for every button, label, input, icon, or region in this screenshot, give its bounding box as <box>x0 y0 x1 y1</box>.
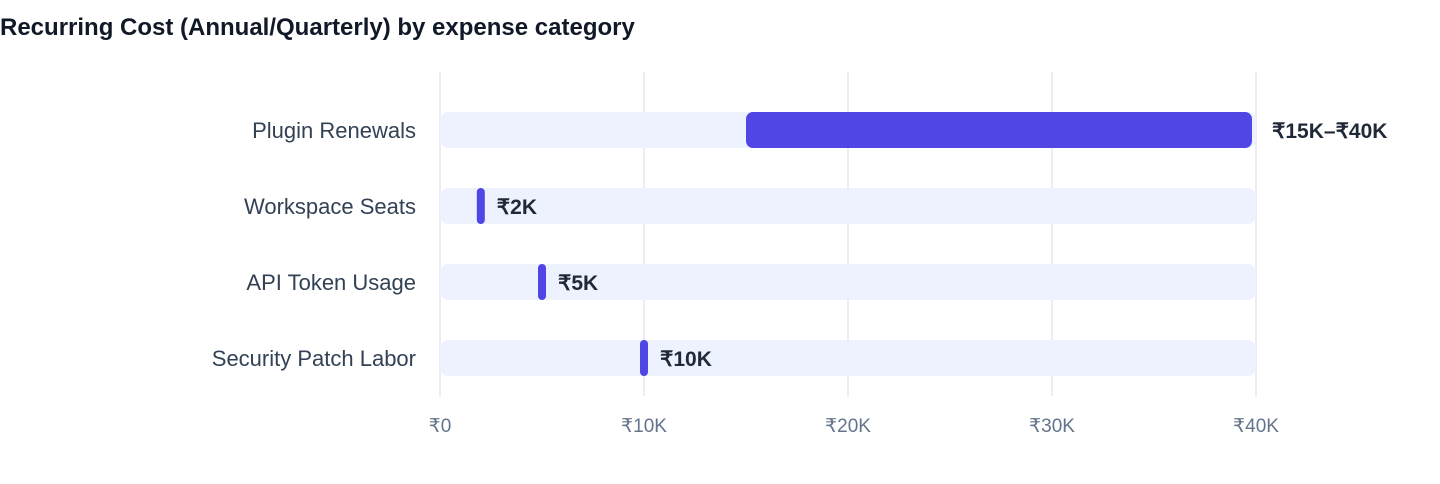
bar-track <box>440 340 1256 376</box>
x-tick-label: ₹40K <box>1233 416 1279 437</box>
x-tick-label: ₹30K <box>1029 416 1075 437</box>
chart-title: Recurring Cost (Annual/Quarterly) by exp… <box>0 14 635 41</box>
x-tick-label: ₹10K <box>621 416 667 437</box>
data-label: ₹2K <box>497 196 537 219</box>
category-label: Plugin Renewals <box>252 118 416 143</box>
bar-track <box>440 188 1256 224</box>
x-tick-label: ₹20K <box>825 416 871 437</box>
category-label: Security Patch Labor <box>212 346 416 371</box>
bar-track <box>440 264 1256 300</box>
data-label: ₹5K <box>558 272 598 295</box>
x-tick-label: ₹0 <box>429 416 452 437</box>
range-bar[interactable] <box>476 188 485 224</box>
range-bar[interactable] <box>640 340 648 376</box>
range-bar[interactable] <box>538 264 546 300</box>
data-label: ₹10K <box>660 348 712 371</box>
range-bar[interactable] <box>746 112 1252 148</box>
category-label: Workspace Seats <box>244 194 416 219</box>
category-label: API Token Usage <box>246 270 416 295</box>
data-label: ₹15K–₹40K <box>1272 120 1387 143</box>
